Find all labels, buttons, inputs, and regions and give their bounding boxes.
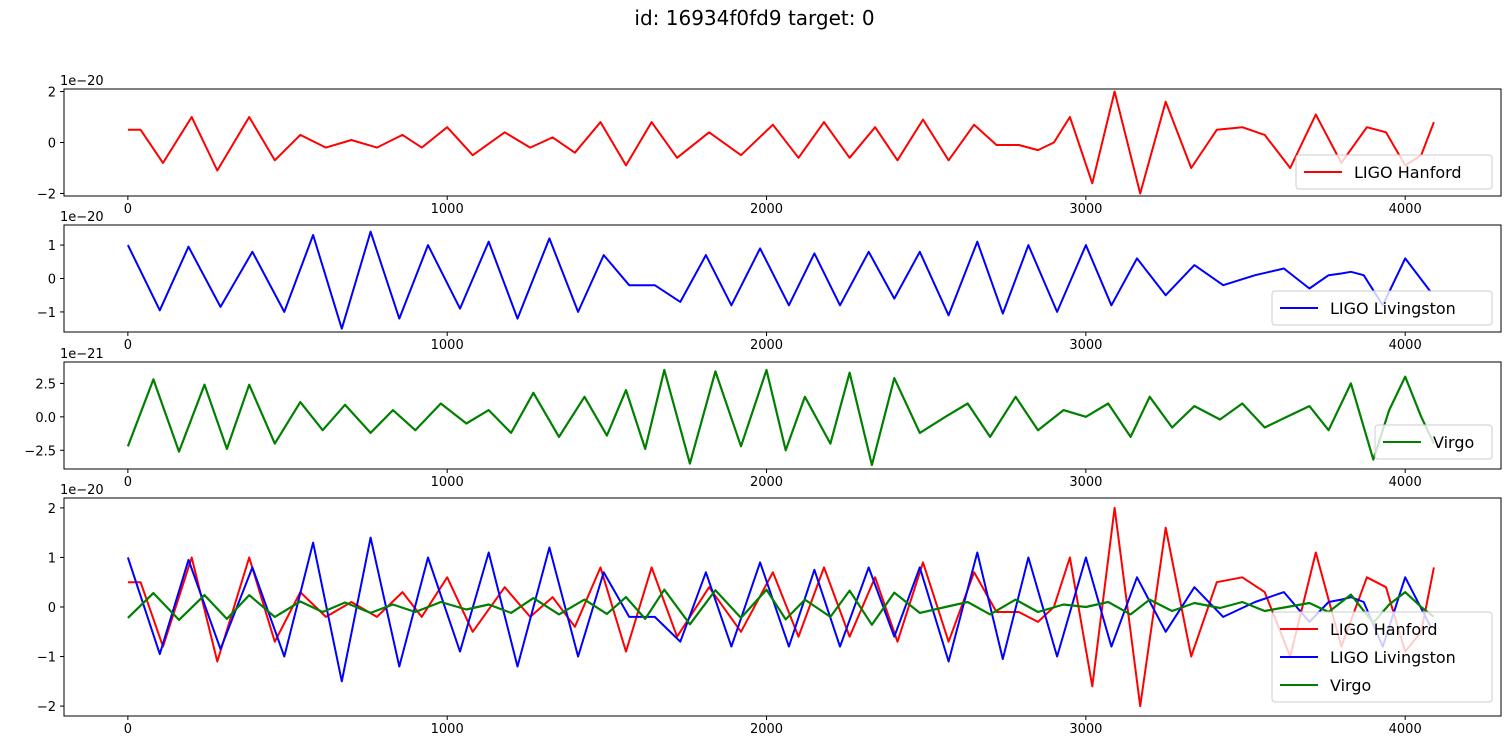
- series-line-ligo-livingston: [126, 536, 1432, 683]
- x-tick-label: 2000: [750, 202, 783, 217]
- legend-box: [1271, 611, 1493, 703]
- x-tick-label: 4000: [1389, 475, 1422, 490]
- x-tick-label: 3000: [1069, 338, 1102, 353]
- legend-label: Virgo: [1433, 433, 1474, 452]
- y-tick-label: 1: [48, 239, 56, 254]
- legend-label: LIGO Livingston: [1330, 648, 1456, 667]
- y-tick-label: 0: [48, 601, 56, 616]
- x-tick-label: 4000: [1389, 338, 1422, 353]
- x-tick-label: 0: [124, 475, 132, 490]
- x-tick-label: 3000: [1069, 722, 1102, 737]
- figure-title: id: 16934f0fd9 target: 0: [634, 6, 875, 30]
- y-tick-label: 1: [48, 551, 56, 566]
- scale-label: 1e−21: [60, 347, 104, 362]
- x-tick-label: 2000: [750, 722, 783, 737]
- legend-label: LIGO Hanford: [1330, 620, 1438, 639]
- x-tick-label: 4000: [1389, 722, 1422, 737]
- x-tick-label: 0: [124, 338, 132, 353]
- x-tick-label: 0: [124, 722, 132, 737]
- series-line-ligo-hanford: [127, 90, 1435, 195]
- legend-box: [1271, 290, 1493, 326]
- scale-label: 1e−20: [60, 210, 104, 225]
- y-tick-label: −2: [37, 700, 56, 715]
- x-tick-label: 3000: [1069, 202, 1102, 217]
- y-tick-label: −2: [37, 187, 56, 202]
- legend-box: [1374, 424, 1493, 460]
- y-tick-label: 2.5: [35, 377, 56, 392]
- legend-label: LIGO Hanford: [1354, 163, 1462, 182]
- x-tick-label: 4000: [1389, 202, 1422, 217]
- axes-frame: [63, 361, 1502, 470]
- x-tick-label: 0: [124, 202, 132, 217]
- scale-label: 1e−20: [60, 74, 104, 89]
- y-tick-label: 2: [48, 86, 56, 101]
- x-tick-label: 2000: [750, 338, 783, 353]
- legend-box: [1295, 154, 1493, 190]
- y-tick-label: −1: [37, 651, 56, 666]
- series-line-ligo-hanford: [127, 506, 1435, 708]
- legend-label: LIGO Livingston: [1330, 299, 1456, 318]
- legend-label: Virgo: [1330, 676, 1371, 695]
- y-tick-label: 2: [48, 502, 56, 517]
- y-tick-label: 0: [48, 137, 56, 152]
- y-tick-label: −2.5: [24, 444, 56, 459]
- series-line-ligo-livingston: [127, 230, 1432, 330]
- y-tick-label: −1: [37, 306, 56, 321]
- scale-label: 1e−20: [60, 483, 104, 498]
- y-tick-label: 0: [48, 273, 56, 288]
- axes-frame: [63, 88, 1502, 197]
- y-tick-label: 0.0: [35, 411, 56, 426]
- x-tick-label: 1000: [431, 722, 464, 737]
- series-line-virgo: [126, 368, 1435, 467]
- x-tick-label: 3000: [1069, 475, 1102, 490]
- x-tick-label: 1000: [431, 475, 464, 490]
- x-tick-label: 1000: [431, 338, 464, 353]
- x-tick-label: 1000: [431, 202, 464, 217]
- x-tick-label: 2000: [750, 475, 783, 490]
- series-line-virgo: [127, 588, 1435, 626]
